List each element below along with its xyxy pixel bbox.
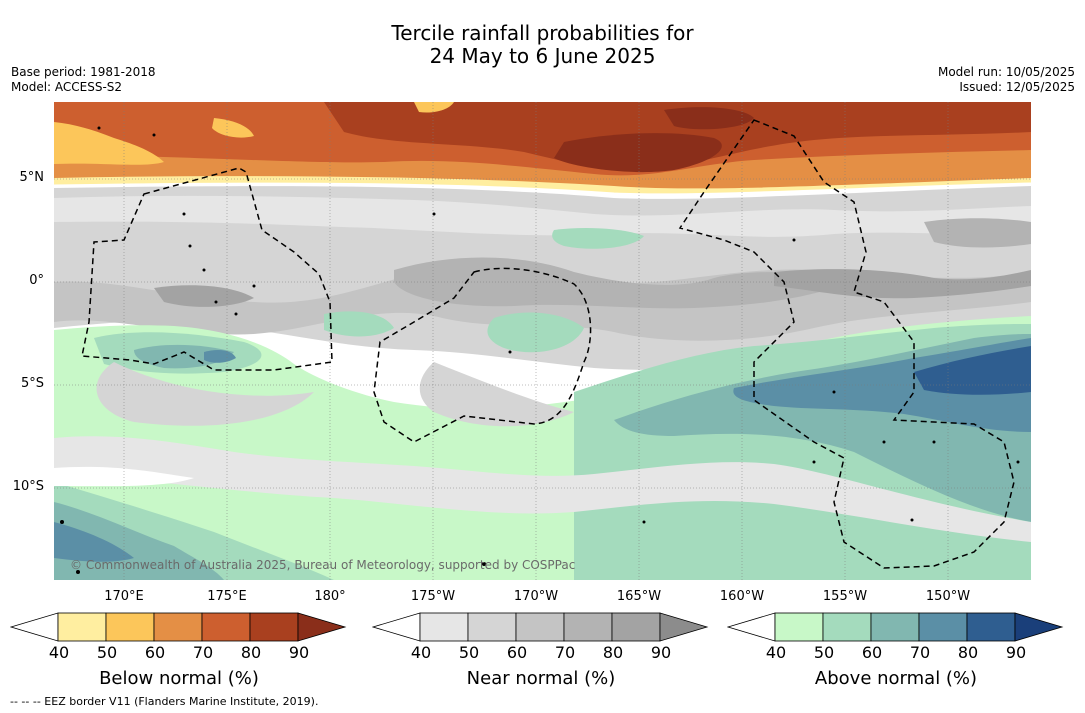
colorbar-segment [822, 612, 872, 642]
islands [60, 126, 1020, 574]
colorbar-tick: 60 [861, 643, 883, 662]
colorbar-segment [419, 612, 469, 642]
below-normal-90-region-2 [664, 107, 754, 130]
near-normal-70-region [394, 257, 854, 309]
near-normal-50-region-2 [96, 362, 314, 426]
eez-border-footnote: -- -- -- EEZ border V11 (Flanders Marine… [10, 695, 319, 708]
colorbar-above-normal [727, 612, 1064, 642]
colorbar-extend-high [1014, 612, 1064, 642]
colorbar-segment [918, 612, 968, 642]
lon-label-175e: 175°E [207, 589, 247, 604]
graticule [54, 102, 1031, 580]
lon-label-170w: 170°W [513, 589, 559, 604]
copyright-notice: © Commonwealth of Australia 2025, Bureau… [70, 558, 576, 572]
above-normal-70-region-3 [54, 522, 134, 562]
colorbar-segment [467, 612, 517, 642]
base-period: Base period: 1981-2018 [11, 65, 156, 79]
colorbar-segment [966, 612, 1016, 642]
tercile-boundary [54, 182, 1031, 197]
colorbar-tick: 80 [602, 643, 624, 662]
lat-label-10s: 10°S [12, 479, 44, 494]
above-normal-50-region-3 [487, 312, 584, 353]
lat-label-5n: 5°N [19, 170, 45, 185]
colorbar-extend-low [372, 612, 421, 642]
colorbar-below-normal-title: Below normal (%) [99, 668, 259, 689]
lat-label-5s: 5°S [20, 376, 44, 391]
colorbar-segment [105, 612, 155, 642]
colorbar-segment [57, 612, 107, 642]
no-dominant-region [54, 466, 194, 487]
colorbar-extend-high [659, 612, 709, 642]
colorbar-tick: 70 [554, 643, 576, 662]
colorbar-below-normal [10, 612, 347, 642]
colorbar-tick: 90 [288, 643, 310, 662]
colorbar-extend-high [297, 612, 347, 642]
near-normal-80-region-2 [154, 285, 254, 307]
lon-label-175w: 175°W [410, 589, 456, 604]
colorbar-tick: 90 [650, 643, 672, 662]
colorbar-tick: 80 [240, 643, 262, 662]
above-normal-50-region-7 [694, 517, 1031, 580]
colorbar-tick: 50 [458, 643, 480, 662]
colorbar-tick: 40 [765, 643, 787, 662]
colorbar-tick: 40 [48, 643, 70, 662]
colorbar-segment [774, 612, 824, 642]
colorbar-tick: 70 [192, 643, 214, 662]
lat-label-0: 0° [29, 273, 44, 288]
colorbar-tick: 70 [909, 643, 931, 662]
above-normal-70-region [204, 350, 236, 363]
eez-borders [81, 119, 1015, 569]
issued-date: Issued: 12/05/2025 [959, 80, 1075, 94]
colorbar-segment [201, 612, 251, 642]
colorbar-segment [515, 612, 565, 642]
lon-label-165w: 165°W [616, 589, 662, 604]
near-normal-70-region-2 [924, 218, 1031, 248]
model-name: Model: ACCESS-S2 [11, 80, 123, 94]
colorbar-tick: 50 [96, 643, 118, 662]
colorbar-extend-low [727, 612, 776, 642]
below-normal-50-region [54, 122, 164, 165]
colorbar-near-normal [372, 612, 709, 642]
colorbar-tick: 80 [957, 643, 979, 662]
colorbar-segment [870, 612, 920, 642]
above-normal-60-region [134, 344, 234, 369]
map-title-line-1: Tercile rainfall probabilities for [391, 21, 694, 45]
below-normal-50-region-3 [414, 102, 454, 113]
near-normal-40-region [54, 195, 1031, 237]
colorbar-tick: 60 [506, 643, 528, 662]
near-normal-50-region-3 [419, 362, 574, 427]
colorbar-segment [563, 612, 613, 642]
above-normal-80-region [914, 346, 1031, 395]
colorbar-tick: 60 [144, 643, 166, 662]
near-normal-40-region-2 [54, 436, 1031, 542]
lon-label-160w: 160°W [719, 589, 765, 604]
near-normal-80-region [774, 269, 1031, 299]
map-title-line-2: 24 May to 6 June 2025 [429, 44, 656, 68]
model-run: Model run: 10/05/2025 [937, 65, 1075, 79]
lon-label-170e: 170°E [104, 589, 144, 604]
colorbar-segment [153, 612, 203, 642]
lon-label-155w: 155°W [822, 589, 868, 604]
lon-label-150w: 150°W [925, 589, 971, 604]
lon-label-180: 180° [314, 589, 346, 604]
colorbar-segment [249, 612, 299, 642]
above-normal-50-region-2 [324, 311, 394, 337]
below-normal-90-region [554, 133, 722, 173]
colorbar-above-normal-title: Above normal (%) [814, 668, 978, 689]
colorbar-tick: 90 [1005, 643, 1027, 662]
colorbar-near-normal-title: Near normal (%) [466, 668, 616, 689]
below-normal-40-region [54, 176, 1031, 195]
below-normal-50-region-2 [212, 118, 254, 138]
rainfall-probability-map [54, 102, 1031, 580]
colorbar-extend-low [10, 612, 59, 642]
above-normal-50-region-4 [552, 228, 644, 249]
colorbar-segment [611, 612, 661, 642]
colorbar-tick: 50 [813, 643, 835, 662]
colorbar-tick: 40 [410, 643, 432, 662]
